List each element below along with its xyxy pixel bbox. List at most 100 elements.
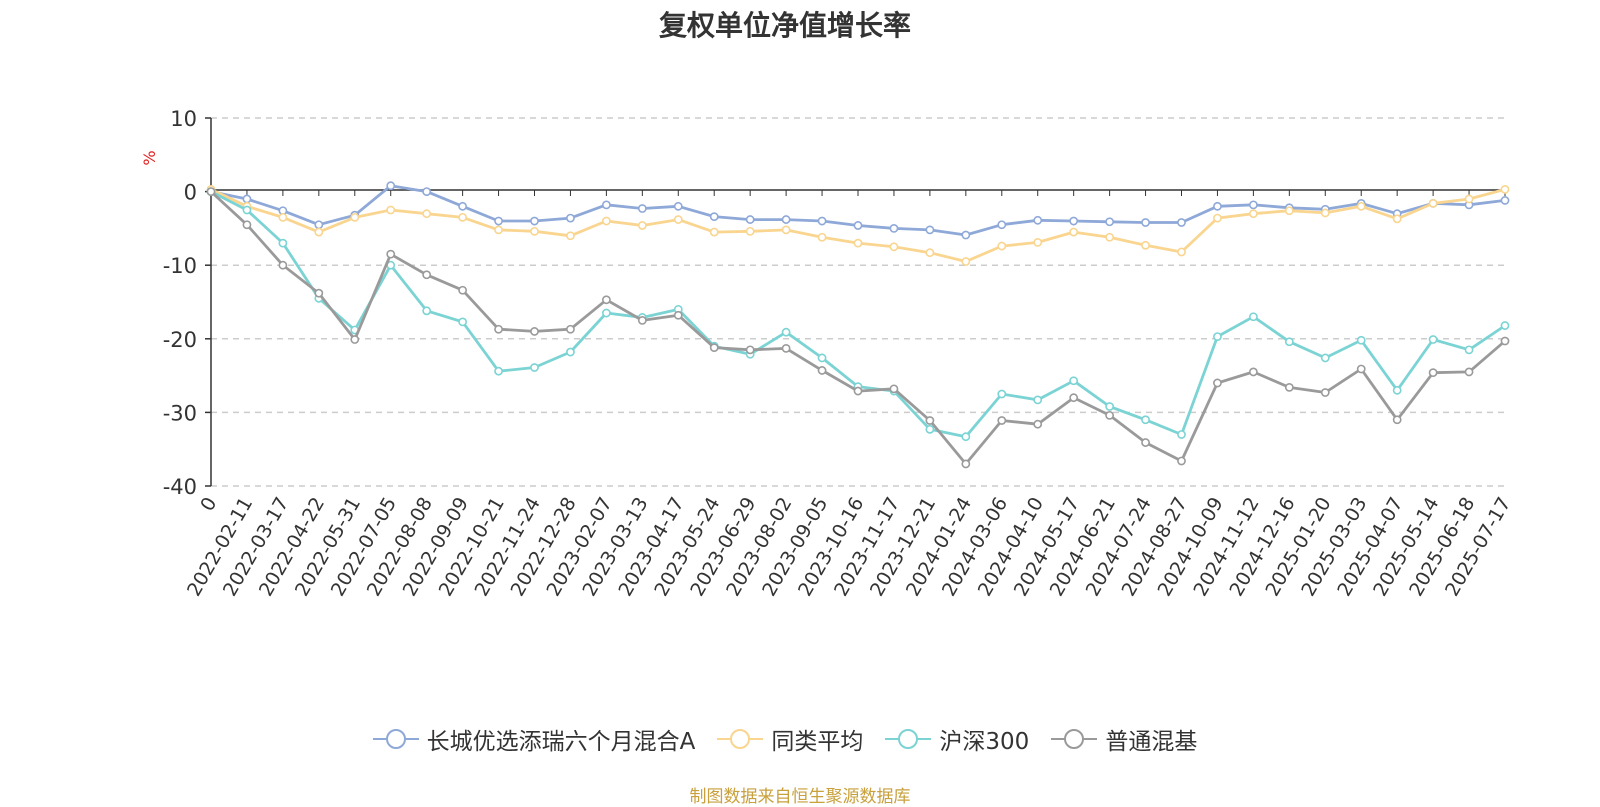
series-lines [206, 181, 1510, 469]
series-mixed-fund [206, 187, 1510, 469]
data-point [925, 424, 935, 434]
data-point [386, 181, 396, 191]
data-point [314, 288, 324, 298]
data-point [1069, 376, 1079, 386]
data-point [1500, 196, 1510, 205]
data-point [386, 205, 396, 215]
data-point [1500, 184, 1510, 194]
data-point [745, 345, 755, 355]
data-point [530, 327, 539, 336]
data-point [1392, 385, 1402, 395]
data-point [997, 220, 1007, 230]
legend-swatch-icon [372, 729, 419, 749]
data-point [494, 324, 503, 334]
data-point [242, 220, 252, 230]
data-point [1213, 332, 1222, 341]
data-point [997, 416, 1007, 425]
data-point [242, 205, 252, 215]
data-point [1356, 364, 1366, 374]
data-point [997, 241, 1007, 251]
data-point [1392, 415, 1402, 425]
data-point [206, 187, 216, 196]
legend-item[interactable]: 沪深300 [885, 722, 1029, 756]
legend-item[interactable]: 普通混基 [1051, 722, 1197, 756]
y-tick-labels: 10 0 -10 -20 -30 -40 [163, 107, 197, 499]
data-point [637, 315, 647, 325]
data-point [925, 225, 935, 235]
data-point [566, 231, 575, 241]
data-point [566, 324, 575, 334]
data-point [1248, 200, 1258, 210]
y-axis-label: % [140, 150, 159, 165]
data-point [925, 248, 935, 258]
data-point [422, 306, 432, 316]
data-point [1320, 208, 1330, 218]
data-point [853, 386, 863, 396]
y-tick-label: 10 [170, 107, 197, 131]
source-note: 制图数据来自恒生聚源数据库 [689, 787, 911, 807]
data-point [745, 226, 755, 236]
data-point [1500, 336, 1510, 346]
data-point [1248, 209, 1258, 219]
data-point [458, 317, 468, 327]
data-point [601, 308, 611, 318]
data-point [709, 212, 719, 222]
data-point [637, 204, 647, 213]
data-point [1284, 337, 1294, 347]
data-point [1213, 201, 1222, 211]
data-point [494, 216, 503, 226]
data-point [566, 213, 575, 223]
data-point [386, 249, 396, 259]
series-hs300 [206, 187, 1510, 442]
legend: 长城优选添瑞六个月混合A 同类平均 沪深300 普通混基 [0, 722, 1570, 756]
series-peer-average [206, 184, 1510, 266]
data-point [709, 343, 719, 353]
x-tick-labels: 02022-02-112022-03-172022-04-222022-05-3… [183, 494, 1515, 601]
data-point [1284, 382, 1294, 392]
data-point [422, 209, 432, 219]
data-point [781, 343, 791, 353]
legend-swatch-icon [717, 729, 764, 749]
data-point [1248, 367, 1258, 377]
data-point [242, 194, 252, 204]
data-point [350, 212, 360, 222]
data-point [781, 225, 791, 235]
data-point [1141, 240, 1150, 250]
data-point [1177, 456, 1186, 466]
data-point [1105, 410, 1115, 420]
gridlines [211, 117, 1505, 487]
data-point [458, 285, 468, 295]
data-point [1320, 388, 1330, 397]
data-point [1141, 218, 1150, 227]
data-point [422, 270, 432, 280]
x-tick-label: 0 [196, 494, 221, 515]
data-point [1464, 194, 1474, 204]
data-point [1392, 214, 1402, 224]
data-point [925, 416, 935, 425]
data-point [1428, 335, 1438, 344]
y-tick-label: -20 [163, 328, 197, 352]
data-point [853, 238, 863, 248]
legend-item[interactable]: 长城优选添瑞六个月混合A [372, 722, 695, 756]
data-point [530, 363, 539, 372]
legend-label: 沪深300 [939, 729, 1030, 755]
data-point [1069, 216, 1079, 226]
data-point [961, 230, 971, 240]
data-point [1464, 367, 1474, 377]
data-point [1033, 395, 1043, 405]
data-point [1464, 345, 1474, 355]
axes: % [140, 117, 1506, 487]
data-point [494, 225, 503, 235]
data-point [781, 327, 791, 337]
chart-title: 复权单位净值增长率 [658, 9, 911, 42]
data-point [458, 212, 468, 222]
data-point [350, 335, 360, 344]
data-point [422, 187, 432, 196]
data-point [1177, 430, 1186, 439]
data-point [1033, 237, 1043, 247]
data-point [961, 459, 971, 469]
legend-label: 同类平均 [771, 729, 864, 755]
legend-swatch-icon [885, 729, 932, 749]
legend-item[interactable]: 同类平均 [717, 722, 863, 756]
